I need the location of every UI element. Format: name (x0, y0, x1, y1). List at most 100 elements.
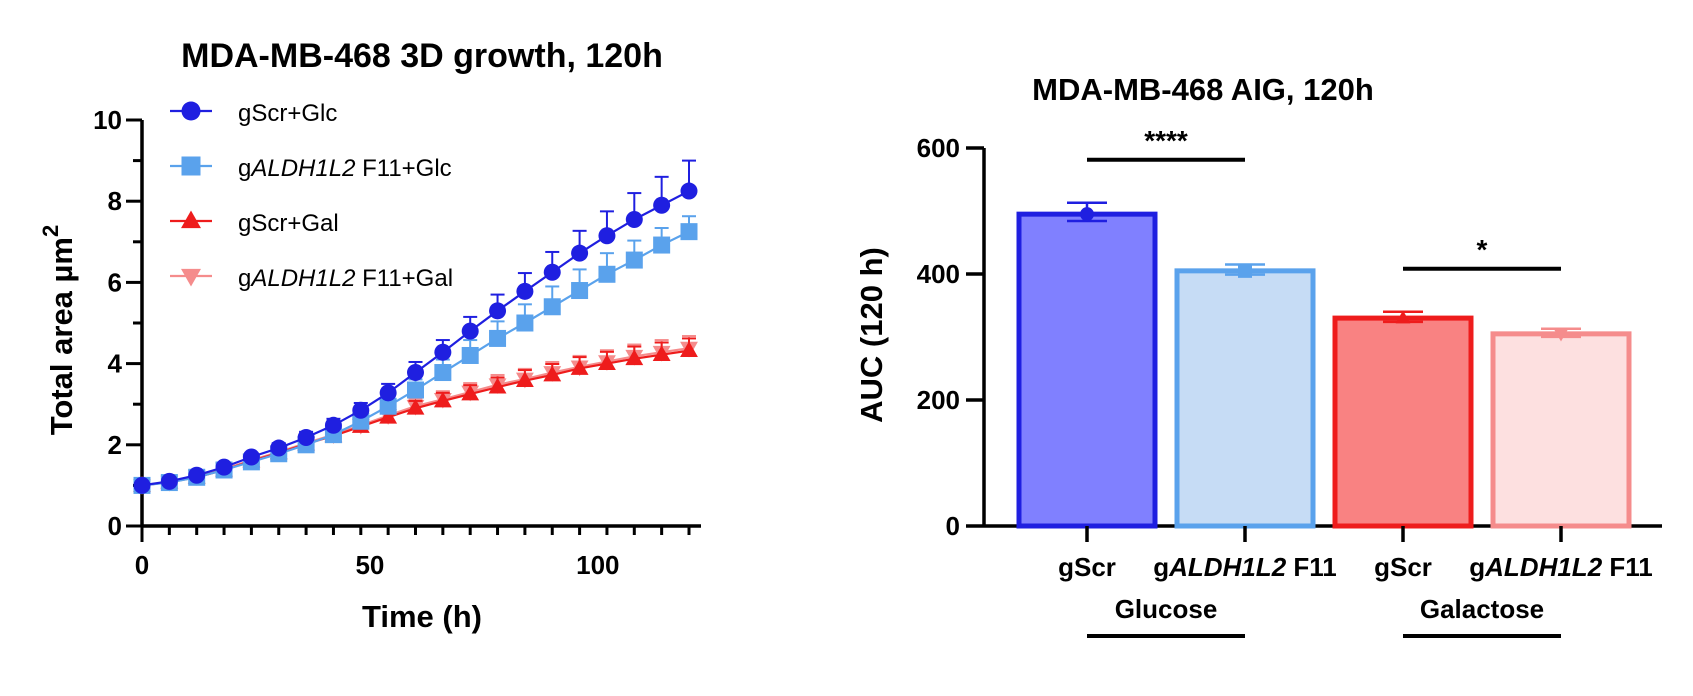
y-axis-title-superscript: 2 (38, 225, 63, 237)
data-point (433, 391, 452, 408)
x-tick-label: 100 (576, 550, 619, 580)
line-chart-series (133, 159, 698, 495)
legend-item-galdh1l2-gal: gALDH1L2 F11+Gal (170, 265, 453, 292)
data-point (625, 349, 644, 366)
data-point (188, 466, 206, 484)
data-point (598, 265, 616, 283)
line-chart-title: MDA-MB-468 3D growth, 120h (181, 37, 663, 75)
legend-symbol-square (170, 156, 212, 176)
y-tick-label: 200 (917, 385, 960, 415)
data-point (625, 251, 643, 269)
data-point (625, 210, 643, 228)
legend-item-gscr-glc: gScr+Glc (170, 100, 337, 127)
group-label-glucose: Glucose (1115, 594, 1218, 624)
legend-item-gscr-gal: gScr+Gal (170, 210, 339, 237)
data-point (598, 354, 616, 370)
significance-label-glucose: **** (1144, 125, 1188, 156)
bar-chart-bars (1016, 201, 1632, 542)
data-point (489, 302, 507, 320)
y-tick-label: 0 (108, 511, 122, 541)
data-point (680, 341, 698, 357)
data-point (324, 416, 342, 434)
data-point (543, 365, 562, 382)
data-point (571, 244, 589, 262)
y-tick-label: 600 (917, 133, 960, 163)
data-point (461, 346, 479, 364)
legend-marker (181, 268, 201, 287)
line-chart-y-axis-title: Total area µm2 (38, 225, 79, 435)
bar-mean-marker (1080, 207, 1094, 222)
y-axis-title-main: Total area µm (44, 237, 79, 435)
data-point (379, 397, 397, 415)
data-point (543, 298, 561, 316)
growth-line-chart: MDA-MB-468 3D growth, 120h 0 2 4 6 8 10 0 50 10… (38, 37, 701, 634)
legend-marker (181, 156, 201, 176)
auc-bar-chart: MDA-MB-468 AIG, 120h AUC (120 h) 0 200 400… (854, 72, 1662, 638)
data-point (489, 329, 507, 347)
bar (1490, 331, 1632, 529)
legend-label-galdh1l2-glc: gALDH1L2 F11+Glc (238, 155, 452, 182)
data-point (215, 458, 233, 476)
bar-mean-marker (1395, 310, 1411, 324)
bar-mean-marker (1238, 263, 1252, 278)
legend-marker (181, 101, 201, 121)
bar (1332, 315, 1474, 529)
series-square (133, 215, 698, 494)
line-chart-y-ticks: 0 2 4 6 8 10 (93, 105, 142, 541)
legend-item-galdh1l2-glc: gALDH1L2 F11+Glc (170, 155, 452, 182)
x-tick-label: 50 (355, 550, 384, 580)
data-point (488, 377, 507, 394)
data-point (242, 448, 260, 466)
y-tick-label: 4 (108, 349, 123, 379)
data-point (407, 364, 424, 382)
bar (1016, 211, 1158, 529)
data-point (297, 428, 315, 446)
legend-symbol-triangle-up (170, 210, 212, 229)
y-tick-label: 400 (917, 259, 960, 289)
data-point (461, 322, 479, 340)
y-tick-label: 10 (93, 105, 122, 135)
legend-label-gscr-gal: gScr+Gal (238, 210, 339, 237)
data-point (379, 384, 397, 402)
data-point (515, 371, 534, 388)
significance-label-galactose: * (1477, 234, 1488, 265)
legend-label-gscr-glc: gScr+Glc (238, 100, 337, 127)
line-chart-x-axis-title: Time (h) (362, 599, 482, 634)
data-point (406, 398, 425, 415)
legend-symbol-triangle-down (170, 268, 212, 287)
legend-label-galdh1l2-gal: gALDH1L2 F11+Gal (238, 265, 453, 292)
data-point (379, 407, 398, 424)
bar-mean-marker (1553, 328, 1569, 342)
bar-chart-title: MDA-MB-468 AIG, 120h (1032, 72, 1374, 107)
data-point (516, 282, 534, 300)
data-point (461, 384, 480, 401)
data-point (598, 227, 616, 245)
category-label-galdh1l2-glucose: gALDH1L2 F11 (1153, 552, 1337, 582)
y-tick-label: 2 (108, 430, 122, 460)
y-tick-label: 0 (946, 511, 960, 541)
line-chart-x-ticks: 0 50 100 (135, 526, 691, 580)
data-point (653, 196, 671, 214)
legend-symbol-circle (170, 101, 212, 121)
data-point (434, 364, 452, 382)
group-label-galactose: Galactose (1420, 594, 1544, 624)
y-tick-label: 6 (108, 267, 122, 297)
legend-marker (181, 210, 201, 229)
category-label-gscr-glucose: gScr (1058, 552, 1116, 582)
data-point (652, 345, 671, 362)
data-point (543, 263, 561, 281)
category-label-gscr-galactose: gScr (1374, 552, 1432, 582)
bar-chart-y-ticks: 0 200 400 600 (917, 133, 984, 541)
data-point (516, 314, 534, 332)
line-chart-legend: gScr+Glc gALDH1L2 F11+Glc gScr+Gal gALDH… (170, 100, 453, 292)
category-label-galdh1l2-galactose: gALDH1L2 F11 (1469, 552, 1653, 582)
data-point (680, 223, 698, 241)
data-point (352, 401, 370, 419)
data-point (160, 472, 178, 490)
data-point (680, 182, 698, 200)
bar (1174, 268, 1316, 529)
series-circle (133, 159, 698, 494)
data-point (653, 236, 671, 254)
data-point (434, 343, 452, 361)
